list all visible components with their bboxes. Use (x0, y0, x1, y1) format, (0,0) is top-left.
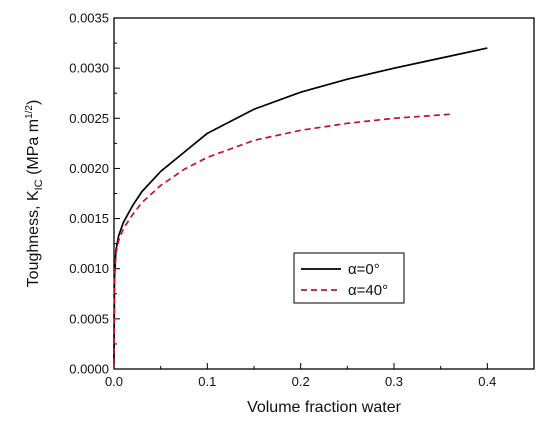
y-axis-title-main: Toughness, K (25, 190, 42, 287)
y-axis-title-unit: (MPa m (25, 119, 42, 179)
y-tick-label: 0.0025 (69, 111, 109, 126)
y-tick-label: 0.0030 (69, 61, 109, 76)
series-line-alpha-0 (113, 47, 488, 364)
y-tick-label: 0.0015 (69, 211, 109, 226)
legend-label-alpha-0: α=0° (348, 261, 380, 278)
y-axis-title-subscript: IC (33, 179, 45, 190)
legend-box (293, 252, 405, 304)
y-tick-label: 0.0010 (69, 261, 109, 276)
series-layer (113, 47, 488, 364)
y-tick-label: 0.0005 (69, 311, 109, 326)
legend: α=0° α=40° (293, 252, 405, 304)
y-axis-title-unit-exponent: 1/2 (24, 105, 35, 119)
legend-label-alpha-40: α=40° (348, 282, 388, 299)
plot-frame (113, 17, 535, 370)
y-tick-label: 0.0035 (69, 11, 109, 26)
y-axis-title-unit-close: ) (25, 100, 42, 105)
y-tick-label: 0.0020 (69, 161, 109, 176)
plot-area-border (113, 17, 535, 370)
y-axis-ticks: 0.0000 0.0005 0.0010 0.0015 0.0020 0.0025 0.00… (69, 11, 120, 377)
x-tick-label: 0.4 (478, 374, 496, 389)
x-tick-label: 0.3 (385, 374, 403, 389)
x-tick-label: 0.2 (292, 374, 310, 389)
series-line-alpha-40 (113, 113, 451, 364)
x-tick-label: 0.0 (105, 374, 123, 389)
y-tick-label: 0.0000 (69, 362, 109, 377)
x-tick-label: 0.1 (198, 374, 216, 389)
y-axis-title: Toughness, KIC (MPa m1/2) (24, 100, 45, 288)
x-axis-ticks: 0.0 0.1 0.2 0.3 0.4 (105, 363, 535, 389)
x-axis-title: Volume fraction water (247, 399, 402, 416)
